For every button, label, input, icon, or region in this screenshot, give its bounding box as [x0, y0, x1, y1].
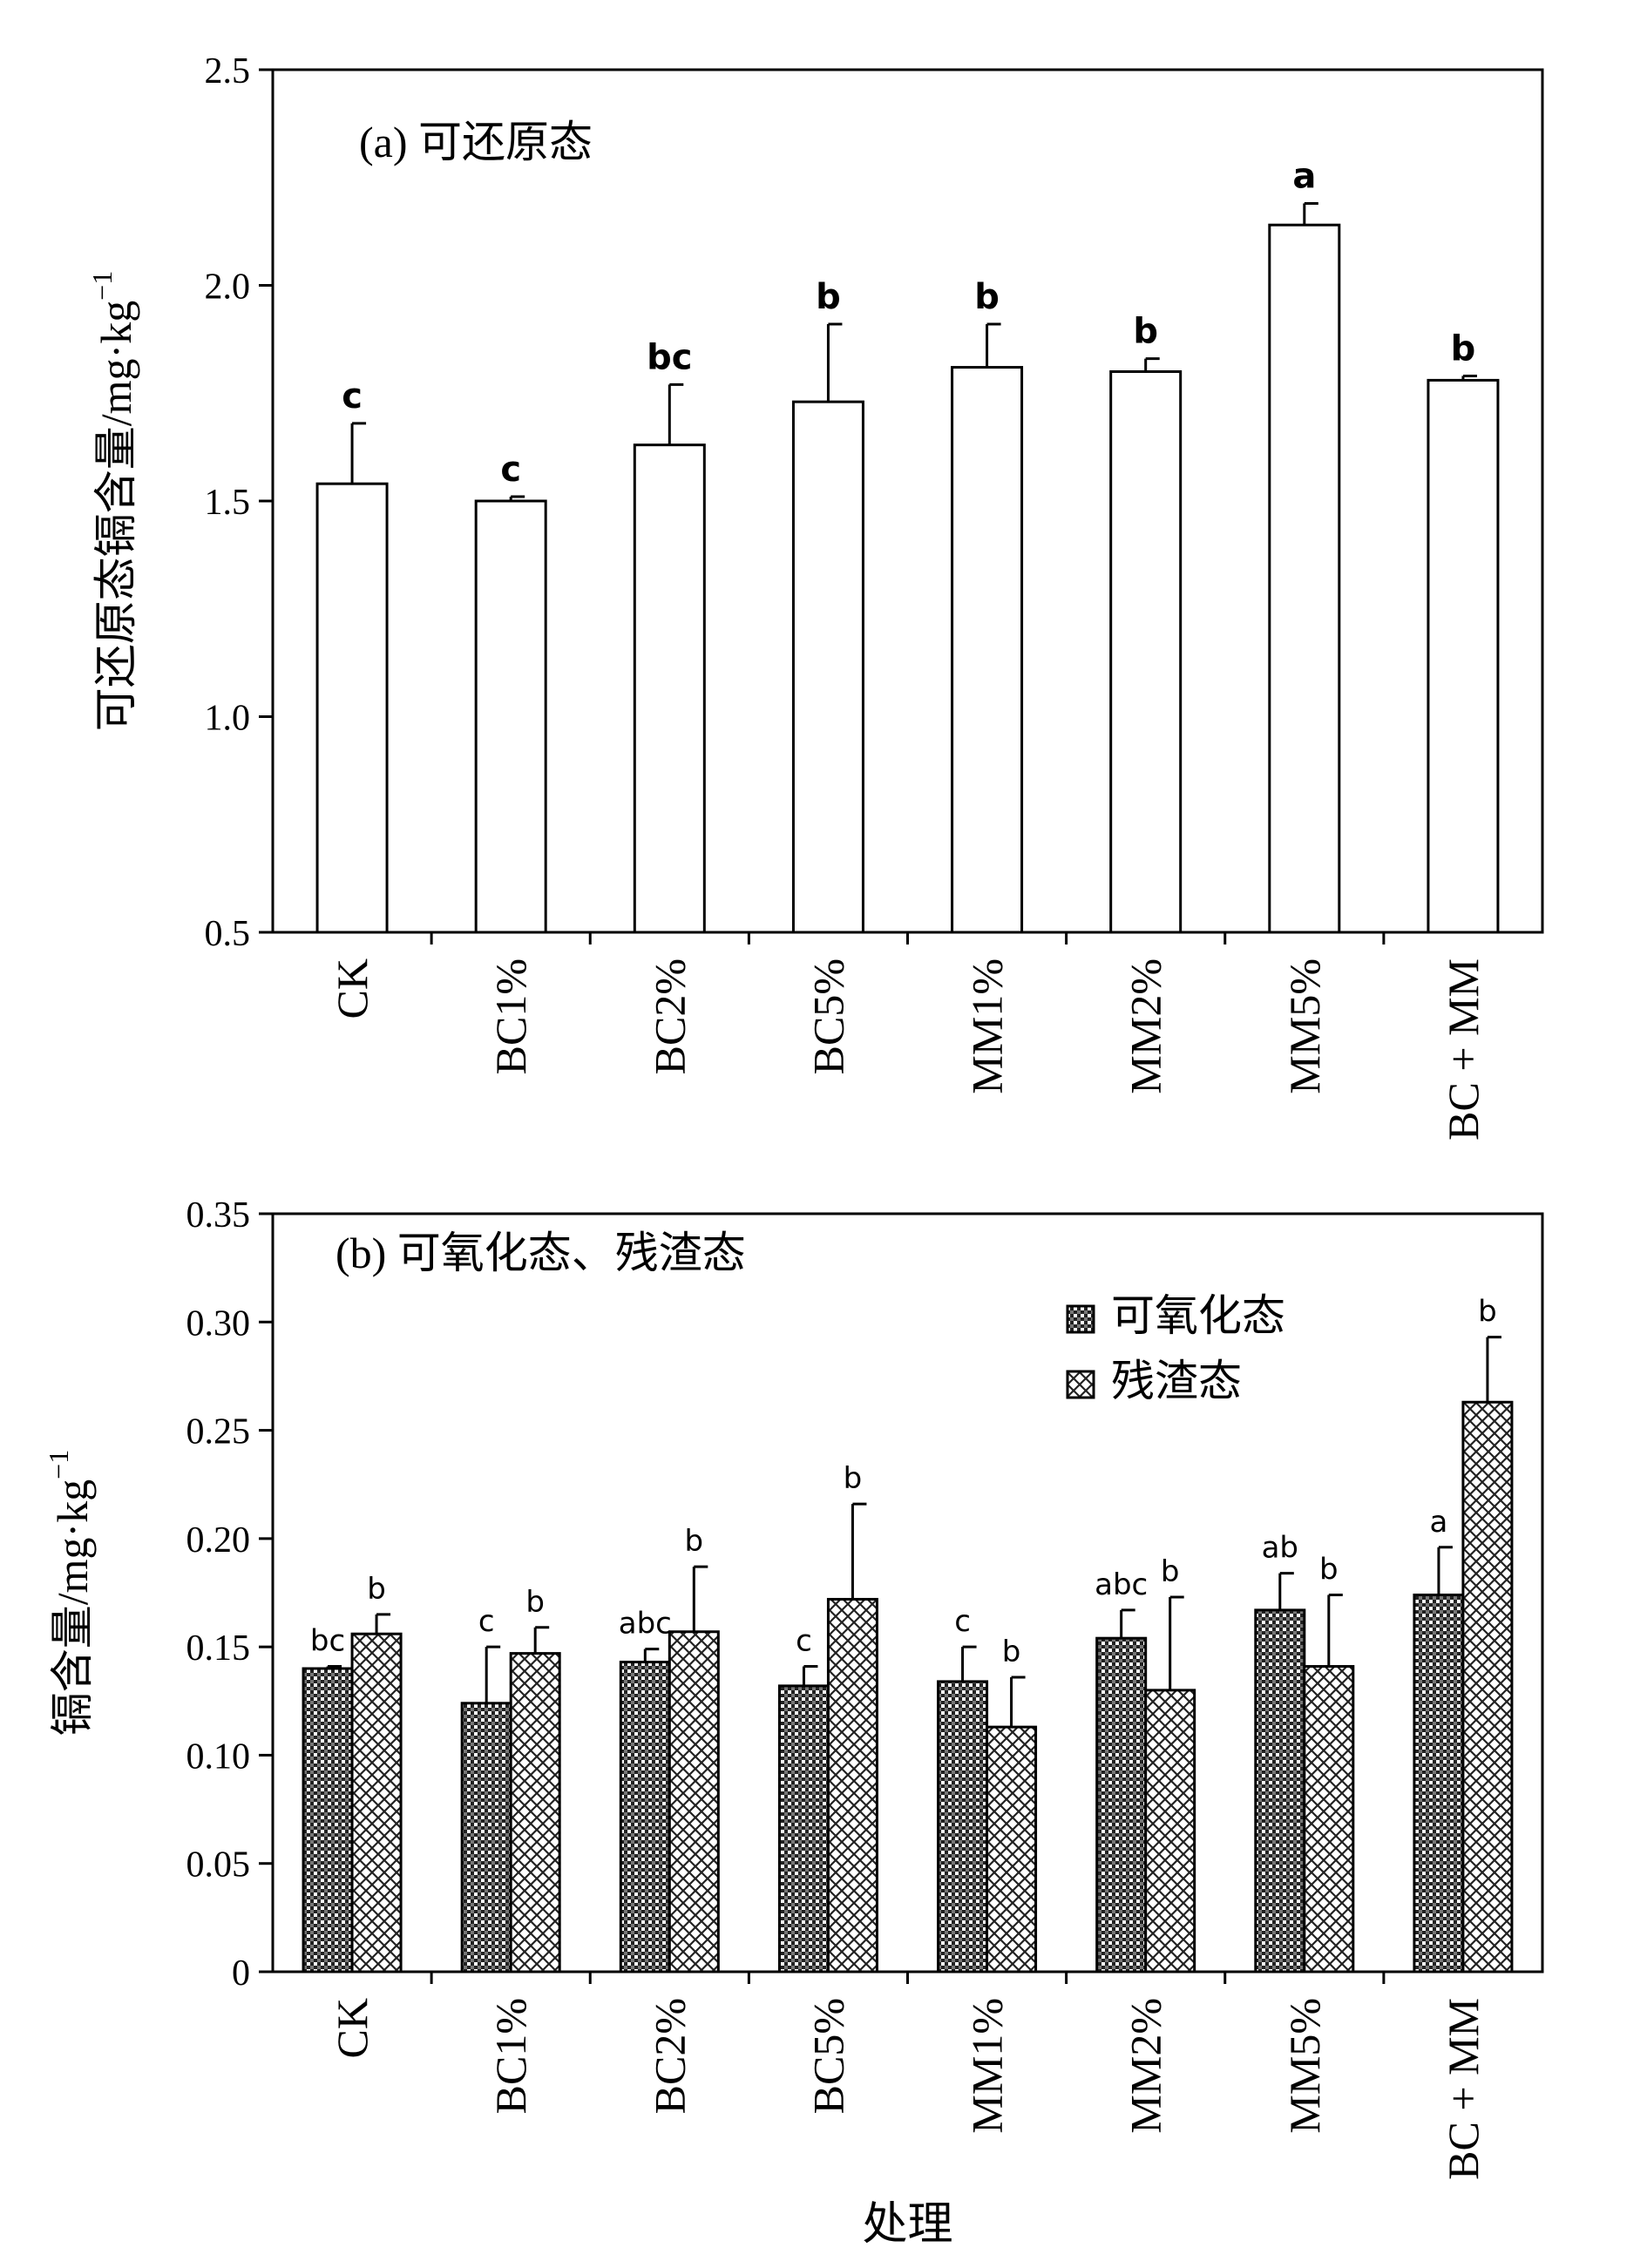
- significance-letter: a: [1430, 1505, 1448, 1540]
- panel-title: (a) 可还原态: [359, 118, 593, 166]
- y-tick-label: 2.5: [205, 51, 251, 91]
- x-category-label: MM5%: [1280, 1998, 1329, 2134]
- significance-letter: b: [685, 1524, 704, 1559]
- y-tick-label: 1.5: [205, 483, 251, 523]
- panel-title: (b) 可氧化态、残渣态: [336, 1229, 746, 1277]
- bar: [315, 482, 389, 934]
- bar: [937, 1680, 989, 1973]
- significance-letter: c: [500, 450, 521, 490]
- plot-frame: [271, 68, 1544, 934]
- bar: [1095, 1636, 1148, 1973]
- x-category-label: CK: [328, 958, 376, 1019]
- bar: [826, 1597, 878, 1973]
- bar: [668, 1630, 720, 1973]
- y-tick-label: 0.10: [186, 1737, 251, 1777]
- significance-letter: ab: [1262, 1531, 1298, 1566]
- legend-swatch: [1066, 1370, 1095, 1399]
- significance-letter: b: [1319, 1552, 1339, 1587]
- significance-letter: b: [974, 277, 1000, 317]
- bar: [791, 400, 864, 934]
- y-axis-label: 可还原态镉含量/mg·kg−1: [86, 271, 140, 731]
- significance-letter: b: [1133, 312, 1158, 352]
- bar: [1109, 370, 1183, 934]
- y-tick-label: 0.30: [186, 1303, 251, 1344]
- bar: [302, 1667, 354, 1973]
- x-category-label: BC + MM: [1439, 958, 1488, 1141]
- significance-letter: b: [1002, 1635, 1021, 1669]
- x-category-label: MM2%: [1122, 958, 1170, 1094]
- y-tick-label: 0.25: [186, 1412, 251, 1452]
- significance-letter: bc: [647, 337, 692, 377]
- y-tick-label: 0.20: [186, 1520, 251, 1561]
- bar: [1144, 1689, 1196, 1973]
- y-axis-label-superscript: −1: [43, 1450, 74, 1479]
- x-category-label: BC2%: [645, 1998, 694, 2114]
- y-tick-label: 0.15: [186, 1628, 251, 1669]
- x-category-label: MM1%: [963, 958, 1012, 1094]
- y-tick-label: 0.35: [186, 1195, 251, 1236]
- significance-letter: c: [478, 1604, 495, 1639]
- significance-letter: b: [367, 1572, 386, 1607]
- bar: [777, 1684, 830, 1973]
- significance-letter: b: [1478, 1295, 1497, 1330]
- bar: [1254, 1608, 1306, 1973]
- significance-letter: c: [342, 376, 363, 416]
- x-category-label: BC + MM: [1439, 1998, 1488, 2180]
- legend-label: 可氧化态: [1111, 1291, 1285, 1340]
- bar: [1303, 1665, 1355, 1973]
- y-axis-label-text: 镉含量/mg·kg: [48, 1479, 97, 1736]
- x-category-label: BC1%: [486, 1998, 535, 2114]
- y-tick-label: 0.5: [205, 914, 251, 954]
- bar: [474, 499, 547, 934]
- x-category-label: BC1%: [486, 958, 535, 1074]
- bar: [350, 1632, 403, 1973]
- significance-letter: c: [954, 1604, 971, 1639]
- x-category-label: MM1%: [963, 1998, 1012, 2134]
- bar: [951, 366, 1024, 934]
- x-category-label: MM5%: [1280, 958, 1329, 1094]
- bar: [1268, 223, 1341, 934]
- significance-letter: c: [796, 1624, 812, 1659]
- y-tick-label: 1.0: [205, 699, 251, 739]
- significance-letter: b: [525, 1585, 545, 1620]
- bar: [633, 443, 706, 934]
- bar: [986, 1725, 1038, 1973]
- y-tick-label: 0: [232, 1953, 250, 1994]
- y-axis-label-superscript: −1: [86, 271, 118, 301]
- significance-letter: a: [1292, 156, 1316, 196]
- x-category-label: BC2%: [645, 958, 694, 1074]
- significance-letter: bc: [310, 1624, 345, 1659]
- y-tick-label: 0.05: [186, 1845, 251, 1885]
- panel-b-grouped-bar-chart: 0 0.05 0.10 0.15 0.20 0.25 0.30 0.35 CK BC1% BC2% B…: [43, 1195, 1544, 2250]
- x-category-label: BC5%: [803, 1998, 852, 2114]
- panel-a-bar-chart: 0.5 1.0 1.5 2.0 2.5 CK BC1% BC2% BC5% MM1% MM2% MM5…: [86, 51, 1544, 1141]
- bar: [1461, 1400, 1514, 1973]
- bar: [1427, 378, 1500, 934]
- x-category-label: MM2%: [1122, 1998, 1170, 2134]
- significance-letter: b: [844, 1461, 863, 1496]
- significance-letter: b: [1451, 328, 1476, 369]
- bar: [509, 1652, 561, 1973]
- significance-letter: b: [1161, 1554, 1180, 1589]
- x-category-label: CK: [328, 1998, 376, 2058]
- significance-letter: abc: [1095, 1567, 1148, 1602]
- significance-letter: abc: [619, 1607, 672, 1642]
- x-category-label: BC5%: [803, 958, 852, 1074]
- bar: [460, 1702, 512, 1973]
- y-tick-label: 2.0: [205, 267, 251, 308]
- bar: [1413, 1593, 1465, 1973]
- legend-swatch: [1066, 1304, 1095, 1334]
- legend-label: 残渣态: [1111, 1357, 1242, 1405]
- bar: [619, 1661, 671, 1973]
- y-axis-label: 镉含量/mg·kg−1: [43, 1450, 97, 1736]
- x-axis-label: 处理: [862, 2200, 952, 2250]
- significance-letter: b: [816, 277, 841, 317]
- y-axis-label-text: 可还原态镉含量/mg·kg: [92, 301, 140, 731]
